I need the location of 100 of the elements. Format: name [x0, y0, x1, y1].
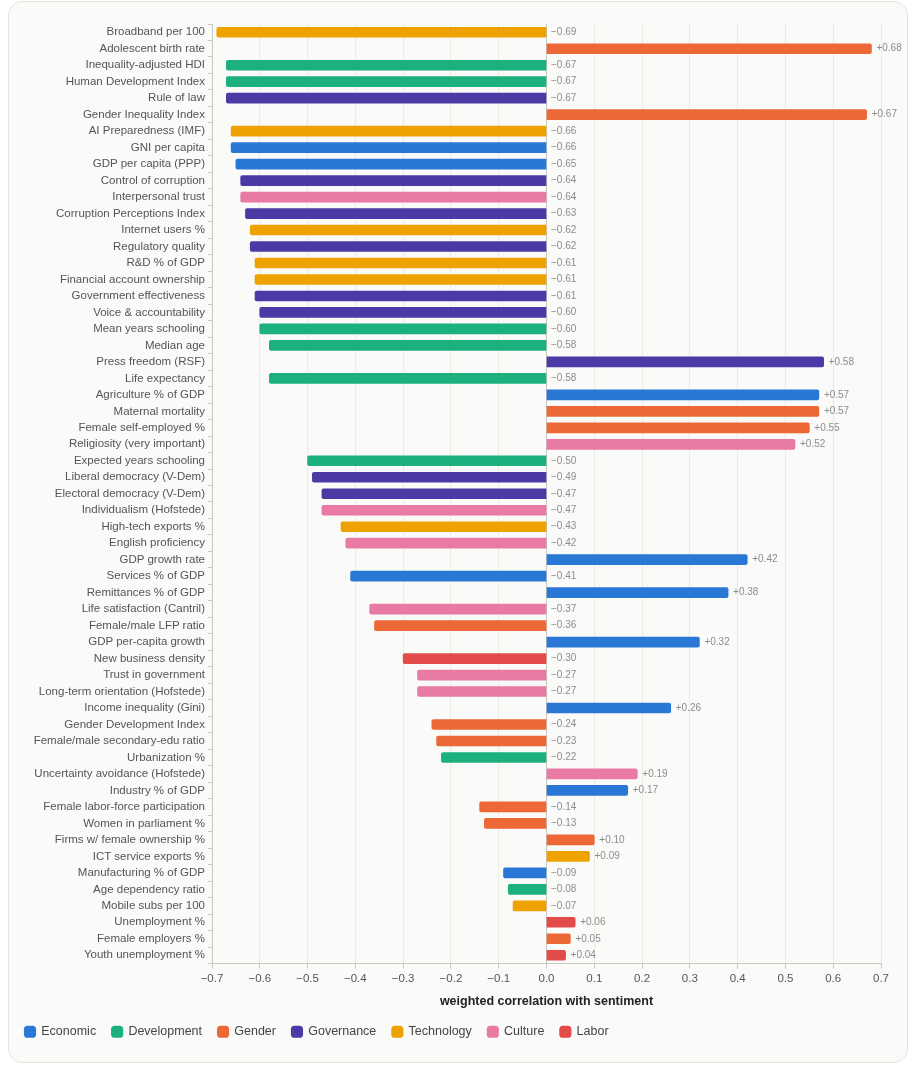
- data-label: −0.24: [551, 718, 577, 730]
- bar: [230, 142, 547, 153]
- y-tick-label: Control of corruption: [100, 173, 205, 186]
- bar: [417, 686, 547, 697]
- data-label: +0.57: [823, 405, 850, 417]
- y-tick-label: Adolescent birth rate: [99, 41, 205, 54]
- y-tick-label: GDP per capita (PPP): [92, 157, 206, 170]
- bar: [441, 752, 547, 763]
- y-tick-label: Inequality-adjusted HDI: [85, 58, 205, 71]
- bar: [546, 587, 729, 598]
- y-tick-label: Agriculture % of GDP: [95, 388, 206, 401]
- data-label: +0.09: [594, 850, 621, 862]
- data-label: −0.60: [551, 306, 577, 318]
- bar: [436, 735, 547, 747]
- data-label: −0.49: [551, 471, 577, 483]
- data-label: −0.62: [551, 240, 577, 252]
- y-tick-label: Financial account ownership: [59, 272, 205, 285]
- bar: [546, 851, 590, 862]
- x-tick-label: 0.3: [681, 971, 698, 984]
- y-tick-label: R&D % of GDP: [126, 256, 206, 269]
- bar: [374, 620, 547, 631]
- y-tick-label: Press freedom (RSF): [96, 355, 206, 368]
- data-label: +0.19: [642, 767, 669, 779]
- bar: [417, 669, 547, 681]
- bar: [546, 422, 810, 434]
- legend-label: Culture: [504, 1024, 545, 1039]
- y-tick-label: Youth unemployment %: [83, 948, 205, 961]
- y-tick-label: Mean years schooling: [93, 322, 205, 335]
- y-tick-label: Firms w/ female ownership %: [54, 833, 205, 846]
- y-tick-label: Uncertainty avoidance (Hofstede): [34, 767, 206, 780]
- y-tick-label: Maternal mortality: [113, 404, 206, 417]
- y-tick-label: Women in parliament %: [83, 816, 205, 829]
- y-tick-label: Female labor-force participation: [43, 800, 205, 813]
- bar: [226, 59, 547, 71]
- y-tick-label: High-tech exports %: [101, 519, 205, 532]
- data-label: −0.37: [551, 602, 577, 614]
- bar: [249, 241, 547, 252]
- bar: [340, 521, 547, 533]
- data-label: −0.69: [551, 25, 577, 37]
- data-label: −0.14: [551, 800, 577, 812]
- bar: [369, 603, 547, 615]
- y-tick-label: Government effectiveness: [71, 289, 206, 302]
- data-label: −0.67: [551, 91, 577, 103]
- x-tick-label: −0.3: [391, 971, 415, 984]
- data-label: −0.67: [551, 58, 577, 70]
- y-tick-label: AI Preparedness (IMF): [88, 124, 206, 137]
- bar: [216, 26, 547, 38]
- x-tick-label: 0.2: [634, 971, 651, 984]
- bar: [546, 356, 824, 368]
- bar: [507, 884, 547, 895]
- y-tick-label: Expected years schooling: [73, 453, 205, 466]
- y-tick-label: Services % of GDP: [106, 569, 206, 582]
- legend-label: Development: [128, 1024, 203, 1039]
- data-label: +0.42: [752, 553, 778, 565]
- y-tick-label: Mobile subs per 100: [101, 898, 205, 911]
- bar: [259, 307, 547, 318]
- data-label: −0.65: [551, 157, 577, 169]
- data-label: +0.68: [876, 42, 903, 54]
- bar: [235, 158, 547, 170]
- bar: [484, 818, 547, 829]
- data-label: −0.67: [551, 75, 577, 87]
- bar: [254, 257, 547, 269]
- bar: [546, 389, 820, 401]
- y-tick-label: Median age: [144, 338, 205, 351]
- bar: [269, 340, 547, 351]
- data-label: −0.42: [551, 536, 577, 548]
- data-label: −0.27: [551, 668, 577, 680]
- bar: [269, 373, 547, 384]
- y-tick-label: Religiosity (very important): [68, 437, 206, 450]
- legend-label: Technology: [408, 1024, 473, 1039]
- y-tick-label: Rule of law: [148, 91, 206, 104]
- bar: [546, 636, 700, 648]
- data-label: −0.13: [551, 817, 577, 829]
- y-tick-label: Income inequality (Gini): [84, 701, 206, 714]
- y-tick-label: Female self-employed %: [78, 420, 205, 433]
- data-label: −0.22: [551, 751, 577, 763]
- y-tick-label: Regulatory quality: [112, 239, 206, 252]
- bar: [249, 224, 547, 236]
- bar: [546, 109, 867, 120]
- data-label: −0.66: [551, 141, 577, 153]
- bar: [546, 916, 576, 928]
- x-tick-label: 0.4: [729, 971, 747, 984]
- bar: [546, 406, 820, 417]
- bar: [546, 438, 796, 450]
- data-label: +0.57: [823, 388, 850, 400]
- bar: [240, 191, 547, 203]
- legend-label: Governance: [308, 1024, 377, 1039]
- data-label: +0.52: [799, 438, 826, 450]
- y-tick-label: Internet users %: [121, 223, 205, 236]
- bar: [431, 719, 547, 730]
- y-tick-label: Gender Inequality Index: [82, 107, 206, 120]
- bar: [479, 801, 547, 813]
- y-tick-label: Broadband per 100: [106, 25, 205, 38]
- y-tick-label: Gender Development Index: [64, 717, 206, 730]
- x-tick-label: −0.1: [487, 971, 511, 984]
- bar: [345, 537, 547, 549]
- y-tick-label: Industry % of GDP: [109, 783, 206, 796]
- x-tick-label: 0.1: [586, 971, 603, 984]
- x-tick-label: −0.4: [344, 971, 368, 984]
- bar: [503, 867, 547, 879]
